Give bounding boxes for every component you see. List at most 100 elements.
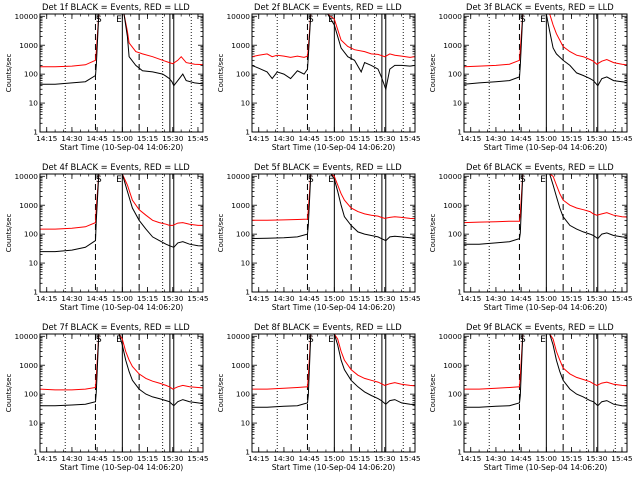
y-tick-label: 10 [29, 99, 39, 108]
x-axis-label: Start Time (10-Sep-04 14:06:20) [60, 303, 184, 312]
x-tick-label: 15:30 [586, 294, 608, 303]
x-tick-label: 15:00 [324, 134, 346, 143]
panel-title: Det 7f BLACK = Events, RED = LLD [42, 322, 190, 332]
series-group [464, 174, 627, 245]
x-tick-label: 15:45 [399, 134, 421, 143]
y-tick-label: 1 [245, 128, 250, 137]
plot-frame [251, 13, 416, 133]
annotation-label: S [520, 175, 526, 185]
x-axis-label: Start Time (10-Sep-04 14:06:20) [272, 463, 396, 472]
x-tick-label: 15:45 [399, 294, 421, 303]
y-axis-label: Counts/sec [429, 54, 437, 93]
x-tick-label: 15:45 [611, 294, 633, 303]
annotation-label: S [96, 15, 102, 25]
panel-title: Det 1f BLACK = Events, RED = LLD [42, 2, 190, 12]
x-tick-label: 14:45 [510, 454, 532, 463]
x-tick-label: 14:15 [460, 134, 482, 143]
x-tick-label: 15:00 [536, 134, 558, 143]
series-lld-line [40, 334, 203, 391]
y-tick-label: 100 [236, 390, 250, 399]
y-tick-label: 10000 [14, 332, 38, 341]
x-tick-label: 14:30 [485, 294, 507, 303]
x-tick-label: 15:15 [349, 134, 371, 143]
x-tick-label: 15:15 [137, 454, 159, 463]
y-tick-label: 10000 [14, 172, 38, 181]
x-tick-label: 15:30 [374, 134, 396, 143]
x-tick-label: 14:30 [273, 294, 295, 303]
x-tick-label: 14:30 [485, 454, 507, 463]
x-tick-label: 15:30 [586, 454, 608, 463]
series-events-line [40, 174, 203, 253]
annotation-label: S [520, 15, 526, 25]
y-axis-label: Counts/sec [429, 214, 437, 253]
y-tick-label: 10 [29, 419, 39, 428]
y-axis-label: Counts/sec [5, 374, 13, 413]
x-tick-label: 14:30 [61, 134, 83, 143]
x-tick-label: 15:30 [162, 294, 184, 303]
x-tick-label: 15:45 [611, 454, 633, 463]
panel-title: Det 4f BLACK = Events, RED = LLD [42, 162, 190, 172]
annotation-label: S [308, 15, 314, 25]
y-tick-label: 10000 [438, 12, 462, 21]
plot-frame [463, 173, 628, 293]
series-events-line [464, 14, 627, 87]
annotation-label: E [540, 335, 546, 345]
y-tick-label: 100 [24, 230, 38, 239]
series-events-line [40, 334, 203, 407]
marker-lines [64, 14, 192, 132]
panel-2: Det 2f BLACK = Events, RED = LLD Counts/s… [217, 2, 421, 152]
series-group [40, 14, 203, 87]
x-tick-label: 15:15 [137, 294, 159, 303]
y-tick-label: 1000 [443, 41, 462, 50]
x-tick-label: 14:15 [248, 294, 270, 303]
x-tick-label: 14:45 [510, 294, 532, 303]
y-tick-label: 10000 [226, 332, 250, 341]
plot-frame [463, 13, 628, 133]
series-lld-line [40, 174, 203, 230]
series-group [252, 14, 415, 92]
x-tick-label: 15:45 [187, 294, 209, 303]
x-tick-label: 14:15 [248, 454, 270, 463]
marker-lines [64, 174, 192, 292]
series-lld-line [464, 174, 627, 224]
y-tick-label: 100 [236, 70, 250, 79]
series-events-line [464, 174, 627, 245]
x-tick-label: 15:30 [374, 454, 396, 463]
x-tick-label: 14:15 [36, 454, 58, 463]
y-tick-label: 100 [236, 230, 250, 239]
x-tick-label: 15:30 [586, 134, 608, 143]
series-group [464, 14, 627, 87]
panel-title: Det 5f BLACK = Events, RED = LLD [254, 162, 402, 172]
x-axis-label: Start Time (10-Sep-04 14:06:20) [484, 303, 608, 312]
x-tick-label: 14:30 [61, 294, 83, 303]
panel-1: Det 1f BLACK = Events, RED = LLD Counts/s… [5, 2, 209, 152]
y-tick-label: 10 [453, 419, 463, 428]
panel-8: Det 8f BLACK = Events, RED = LLD Counts/s… [217, 322, 421, 472]
series-group [252, 334, 415, 408]
x-tick-label: 14:45 [86, 134, 108, 143]
marker-lines [276, 174, 404, 292]
plot-frame [251, 333, 416, 453]
y-tick-label: 10000 [438, 172, 462, 181]
x-tick-label: 15:00 [324, 454, 346, 463]
x-axis-label: Start Time (10-Sep-04 14:06:20) [484, 143, 608, 152]
y-tick-label: 1 [245, 288, 250, 297]
y-tick-label: 100 [24, 390, 38, 399]
x-tick-label: 15:00 [324, 294, 346, 303]
series-lld-line [252, 334, 415, 390]
y-tick-label: 10000 [226, 12, 250, 21]
x-tick-label: 14:30 [273, 134, 295, 143]
x-tick-label: 15:45 [399, 454, 421, 463]
x-tick-label: 14:45 [86, 454, 108, 463]
x-tick-label: 15:00 [112, 294, 134, 303]
y-tick-label: 1000 [19, 201, 38, 210]
x-axis-label: Start Time (10-Sep-04 14:06:20) [484, 463, 608, 472]
y-tick-label: 10 [241, 419, 251, 428]
y-tick-label: 10 [29, 259, 39, 268]
y-axis-label: Counts/sec [429, 374, 437, 413]
y-tick-label: 1 [457, 128, 462, 137]
x-tick-label: 15:45 [187, 134, 209, 143]
x-tick-label: 15:15 [561, 134, 583, 143]
panel-title: Det 9f BLACK = Events, RED = LLD [466, 322, 614, 332]
